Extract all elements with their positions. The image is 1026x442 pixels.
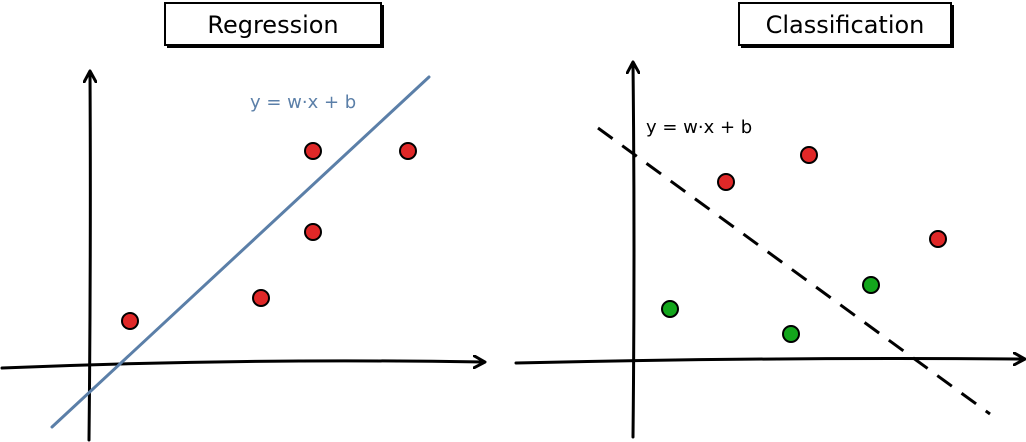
regression-panel: Regression y = w·x + b	[0, 2, 484, 442]
classification-title-shadow	[741, 5, 954, 48]
classification-decision-boundary	[597, 126, 991, 416]
classification-green-point	[862, 276, 880, 294]
classification-red-point	[929, 230, 947, 248]
classification-green-point	[661, 300, 679, 318]
classification-panel: Classification y = w·x + b	[514, 2, 1024, 439]
regression-red-point	[304, 142, 322, 160]
classification-title: Classification	[766, 11, 925, 39]
classification-points	[661, 146, 947, 343]
regression-axes	[0, 72, 484, 442]
classification-red-point	[800, 146, 818, 164]
regression-red-point	[121, 312, 139, 330]
classification-title-box: Classification	[738, 2, 954, 48]
classification-axes	[514, 63, 1024, 439]
regression-y-axis	[89, 72, 90, 442]
classification-equation: y = w·x + b	[646, 117, 752, 138]
regression-fit-line	[50, 75, 431, 429]
classification-y-axis	[633, 63, 634, 439]
classification-red-point	[717, 173, 735, 191]
regression-points	[121, 142, 417, 330]
regression-title-box: Regression	[164, 2, 384, 48]
regression-red-point	[304, 223, 322, 241]
classification-green-point	[782, 325, 800, 343]
classification-title-frame	[738, 2, 952, 46]
regression-title: Regression	[207, 11, 338, 39]
regression-equation: y = w·x + b	[250, 92, 356, 113]
classification-x-axis	[514, 359, 1024, 364]
regression-red-point	[252, 289, 270, 307]
regression-red-point	[399, 142, 417, 160]
regression-title-shadow	[167, 5, 384, 48]
regression-x-axis	[0, 361, 484, 370]
regression-title-frame	[164, 2, 382, 46]
